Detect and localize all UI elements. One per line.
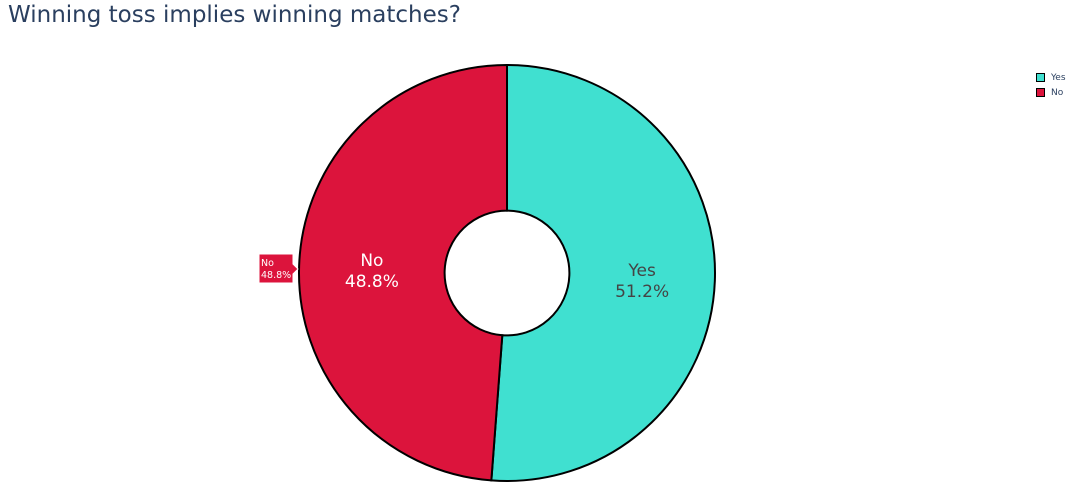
slices-layer bbox=[298, 63, 716, 482]
legend-swatch-yes bbox=[1036, 73, 1045, 82]
slice-label-no: No 48.8% bbox=[345, 251, 399, 292]
hover-label-text: No bbox=[261, 258, 274, 269]
legend-swatch-no bbox=[1036, 88, 1045, 97]
slice-label-yes: Yes 51.2% bbox=[615, 261, 669, 302]
legend: Yes No bbox=[1036, 70, 1066, 100]
legend-label-yes: Yes bbox=[1051, 72, 1066, 83]
slice-yes[interactable] bbox=[490, 63, 716, 482]
labels-layer: Yes 51.2% No 48.8% bbox=[345, 251, 669, 302]
hover-value-text: 48.8% bbox=[261, 270, 291, 281]
slice-no[interactable] bbox=[298, 63, 508, 482]
legend-item-no[interactable]: No bbox=[1036, 85, 1066, 100]
legend-item-yes[interactable]: Yes bbox=[1036, 70, 1066, 85]
legend-label-no: No bbox=[1051, 87, 1064, 98]
chart-title: Winning toss implies winning matches? bbox=[8, 2, 461, 28]
hover-box bbox=[258, 253, 299, 284]
